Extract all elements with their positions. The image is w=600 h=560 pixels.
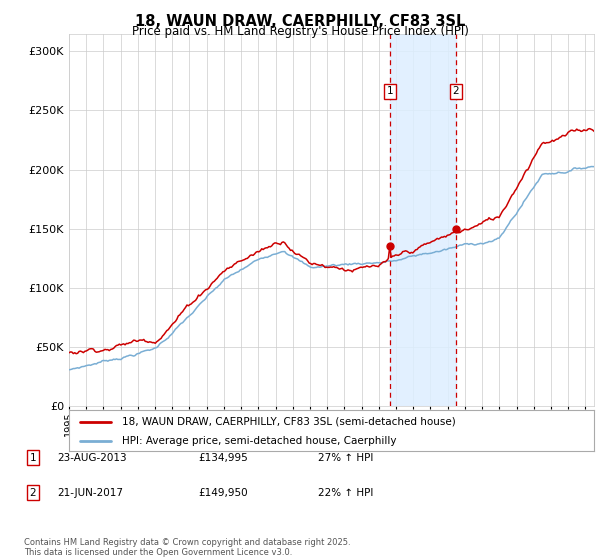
Text: 18, WAUN DRAW, CAERPHILLY, CF83 3SL (semi-detached house): 18, WAUN DRAW, CAERPHILLY, CF83 3SL (sem… bbox=[121, 417, 455, 427]
Text: 2: 2 bbox=[452, 86, 459, 96]
Text: Contains HM Land Registry data © Crown copyright and database right 2025.
This d: Contains HM Land Registry data © Crown c… bbox=[24, 538, 350, 557]
Text: £134,995: £134,995 bbox=[198, 452, 248, 463]
Text: 1: 1 bbox=[29, 452, 37, 463]
Text: 22% ↑ HPI: 22% ↑ HPI bbox=[318, 488, 373, 498]
Text: 23-AUG-2013: 23-AUG-2013 bbox=[57, 452, 127, 463]
Text: 27% ↑ HPI: 27% ↑ HPI bbox=[318, 452, 373, 463]
Text: 21-JUN-2017: 21-JUN-2017 bbox=[57, 488, 123, 498]
Text: 1: 1 bbox=[387, 86, 394, 96]
Text: HPI: Average price, semi-detached house, Caerphilly: HPI: Average price, semi-detached house,… bbox=[121, 436, 396, 446]
Bar bbox=[390, 34, 456, 406]
Text: Price paid vs. HM Land Registry's House Price Index (HPI): Price paid vs. HM Land Registry's House … bbox=[131, 25, 469, 38]
Text: £149,950: £149,950 bbox=[198, 488, 248, 498]
Text: 2: 2 bbox=[29, 488, 37, 498]
Text: 18, WAUN DRAW, CAERPHILLY, CF83 3SL: 18, WAUN DRAW, CAERPHILLY, CF83 3SL bbox=[135, 14, 465, 29]
